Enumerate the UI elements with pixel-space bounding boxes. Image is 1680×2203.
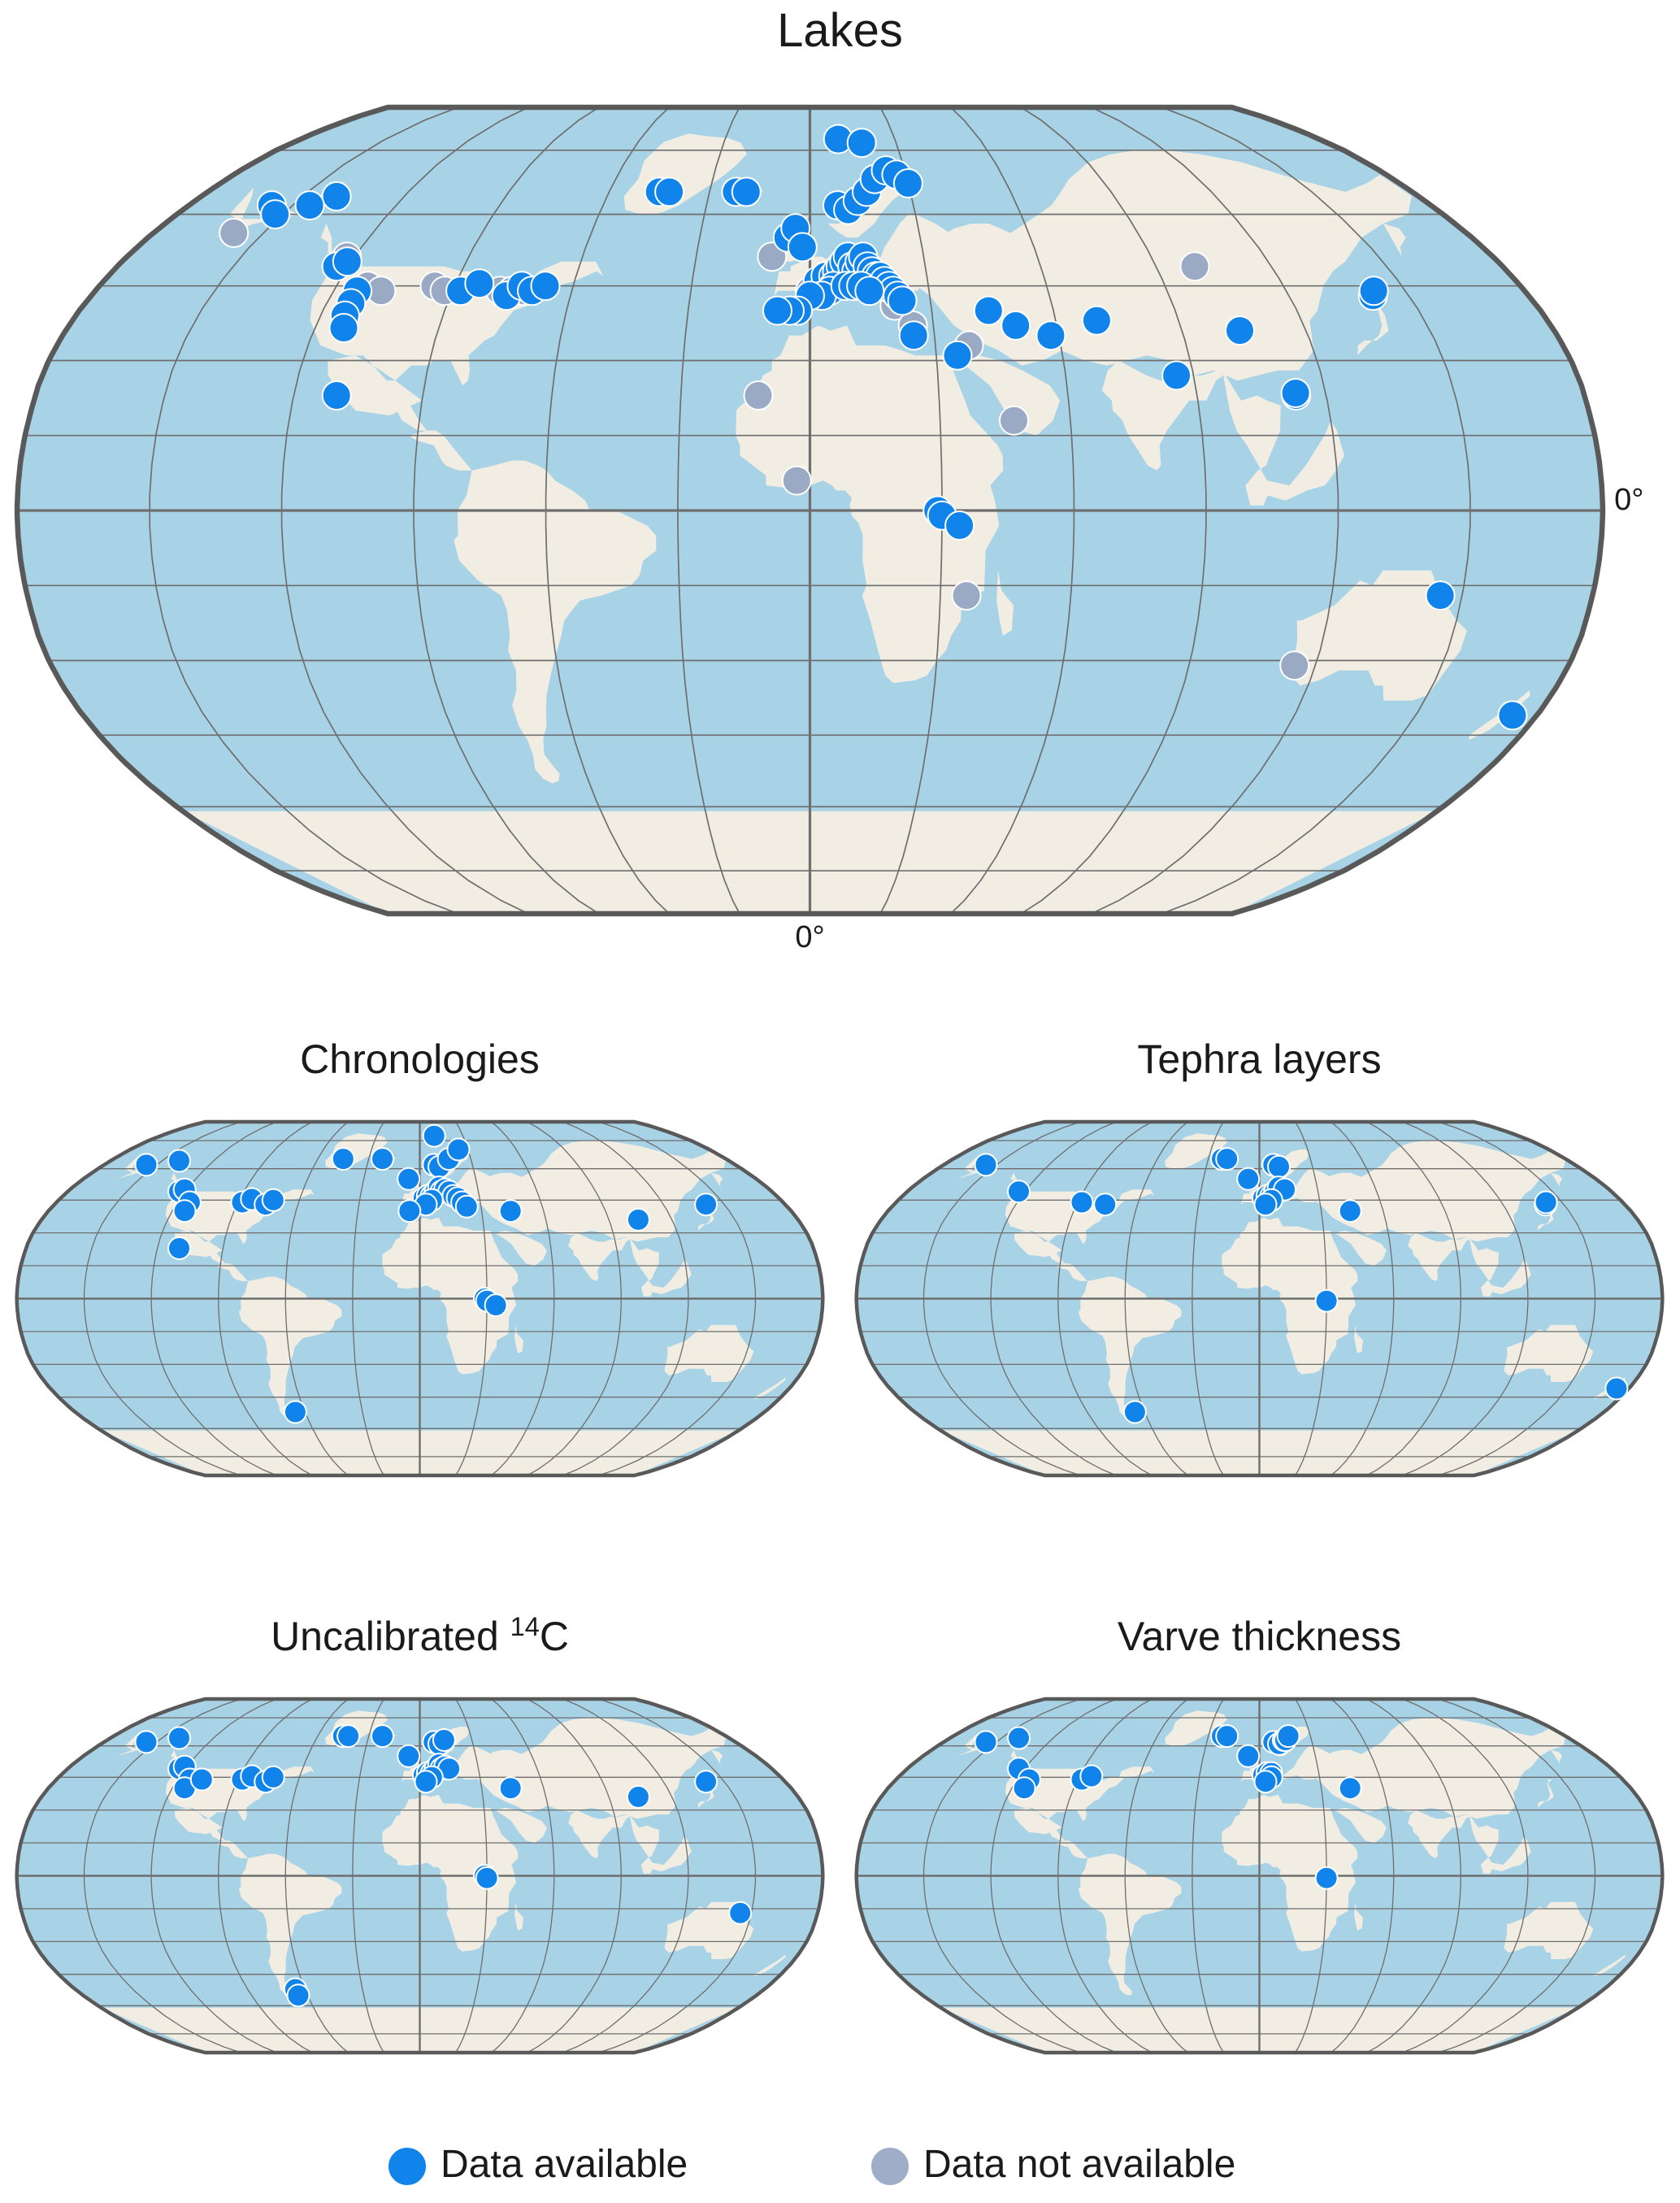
svg-text:Varve thickness: Varve thickness: [1118, 1614, 1401, 1659]
svg-text:Tephra layers: Tephra layers: [1137, 1036, 1381, 1082]
svg-text:Lakes: Lakes: [777, 4, 903, 57]
svg-text:Data available: Data available: [441, 2143, 688, 2186]
svg-text:Chronologies: Chronologies: [300, 1036, 540, 1082]
svg-text:Data not available: Data not available: [923, 2143, 1235, 2186]
svg-text:Uncalibrated 14C: Uncalibrated 14C: [271, 1612, 569, 1659]
